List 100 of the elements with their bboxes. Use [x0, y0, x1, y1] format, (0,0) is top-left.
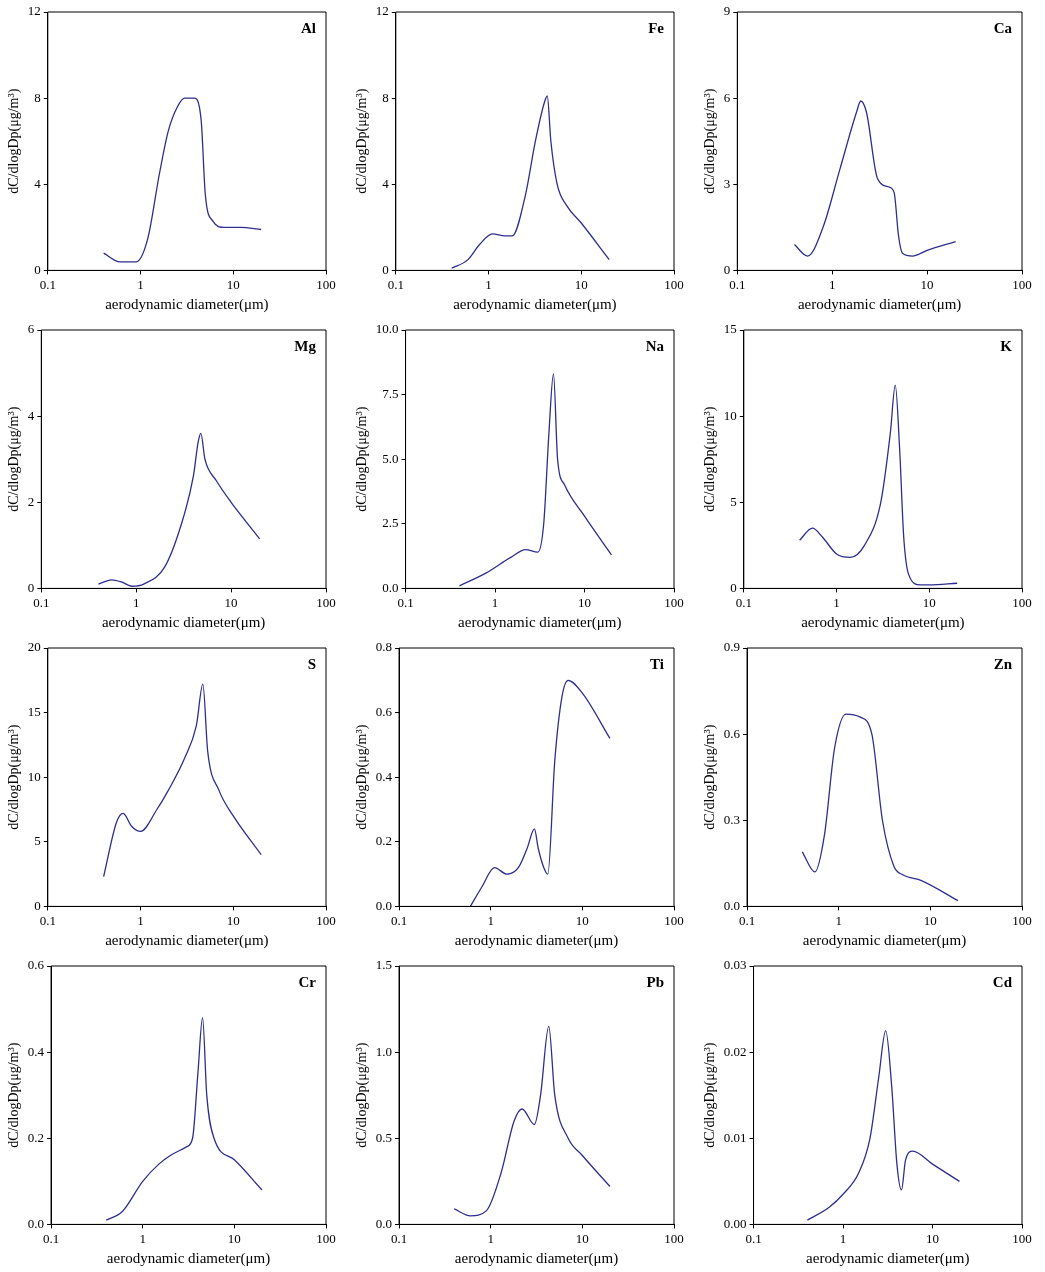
x-tick-label: 100 — [1012, 1230, 1032, 1246]
y-tick-label: 0.03 — [723, 957, 747, 973]
y-tick-label: 1.0 — [375, 1043, 393, 1059]
x-tick-label: 0.1 — [39, 276, 56, 292]
y-tick-label: 12 — [27, 3, 41, 19]
y-axis-title: dC/dlogDp(μg/m³) — [6, 88, 23, 194]
y-tick-label: 15 — [723, 321, 737, 337]
y-tick-label: 10 — [723, 407, 737, 423]
y-tick-label: 20 — [27, 639, 41, 655]
y-tick-label: 0.0 — [375, 897, 393, 913]
y-tick-label: 0.00 — [723, 1215, 747, 1231]
annotation: Pb — [646, 974, 664, 991]
x-tick-label: 100 — [316, 912, 336, 928]
y-tick-label: 0.4 — [375, 768, 393, 784]
annotation: Al — [301, 20, 316, 37]
x-axis-title: aerodynamic diameter(μm) — [458, 613, 622, 631]
y-tick-label: 10 — [27, 768, 41, 784]
y-tick-label: 0 — [27, 579, 35, 595]
x-axis-title: aerodynamic diameter(μm) — [101, 613, 266, 631]
x-tick-label: 1 — [485, 276, 492, 292]
y-axis-title: dC/dlogDp(μg/m³) — [6, 1042, 23, 1148]
y-tick-label: 0 — [723, 261, 731, 277]
y-axis-title: dC/dlogDp(μg/m³) — [702, 724, 719, 830]
x-tick-label: 0.1 — [390, 1230, 408, 1246]
x-tick-label: 10 — [578, 594, 592, 610]
y-axis-title: dC/dlogDp(μg/m³) — [354, 1042, 371, 1148]
x-tick-label: 10 — [923, 912, 937, 928]
y-axis-title: dC/dlogDp(μg/m³) — [702, 88, 719, 194]
x-tick-label: 1 — [833, 594, 840, 610]
x-tick-label: 1 — [487, 912, 494, 928]
y-tick-label: 6 — [27, 321, 35, 337]
y-tick-label: 4 — [27, 407, 35, 423]
x-tick-label: 1 — [137, 912, 144, 928]
y-tick-label: 0.2 — [375, 833, 393, 849]
x-tick-label: 100 — [664, 594, 684, 610]
x-tick-label: 0.1 — [390, 912, 408, 928]
y-tick-label: 1.5 — [375, 957, 393, 973]
y-axis-title: dC/dlogDp(μg/m³) — [702, 406, 719, 512]
y-tick-label: 0.9 — [723, 639, 741, 655]
x-tick-label: 10 — [227, 1230, 241, 1246]
y-tick-label: 15 — [27, 704, 41, 720]
x-tick-label: 0.1 — [39, 912, 56, 928]
annotation: Ca — [993, 20, 1013, 37]
y-tick-label: 0 — [34, 261, 41, 277]
y-tick-label: 0.0 — [382, 579, 399, 595]
y-tick-label: 0.5 — [375, 1129, 393, 1145]
annotation: Ti — [650, 656, 664, 673]
annotation: K — [1000, 338, 1013, 355]
y-tick-label: 0.6 — [375, 704, 393, 720]
annotation: Cr — [298, 974, 317, 991]
x-axis-title: aerodynamic diameter(μm) — [105, 295, 269, 313]
x-tick-label: 100 — [664, 912, 684, 928]
x-tick-label: 10 — [575, 912, 589, 928]
x-tick-label: 1 — [132, 594, 140, 610]
x-tick-label: 0.1 — [42, 1230, 60, 1246]
y-tick-label: 2.5 — [382, 515, 399, 531]
annotation: Zn — [993, 656, 1013, 673]
annotation: Cd — [992, 974, 1013, 991]
y-tick-label: 9 — [723, 3, 731, 19]
y-tick-label: 0.0 — [27, 1215, 45, 1231]
y-tick-label: 3 — [723, 175, 731, 191]
y-tick-label: 0.01 — [723, 1129, 747, 1145]
x-axis-title: aerodynamic diameter(μm) — [801, 613, 965, 631]
x-tick-label: 100 — [664, 276, 684, 292]
x-tick-label: 10 — [926, 1230, 940, 1246]
y-axis-title: dC/dlogDp(μg/m³) — [6, 406, 23, 512]
x-tick-label: 100 — [1012, 276, 1032, 292]
y-tick-label: 0 — [730, 579, 737, 595]
x-tick-label: 10 — [226, 276, 240, 292]
x-tick-label: 0.1 — [33, 594, 50, 610]
x-axis-title: aerodynamic diameter(μm) — [106, 1249, 271, 1267]
y-tick-label: 0 — [34, 897, 41, 913]
annotation: Mg — [294, 338, 317, 355]
x-tick-label: 100 — [1012, 594, 1032, 610]
x-tick-label: 100 — [316, 594, 336, 610]
y-tick-label: 4 — [382, 175, 390, 191]
x-tick-label: 1 — [487, 1230, 494, 1246]
y-tick-label: 0.2 — [27, 1129, 45, 1145]
x-tick-label: 0.1 — [745, 1230, 762, 1246]
y-tick-label: 0.02 — [723, 1043, 747, 1059]
y-tick-label: 6 — [723, 89, 731, 105]
x-axis-title: aerodynamic diameter(μm) — [797, 295, 962, 313]
x-axis-title: aerodynamic diameter(μm) — [453, 295, 617, 313]
x-tick-label: 1 — [839, 1230, 847, 1246]
x-tick-label: 10 — [922, 594, 936, 610]
x-tick-label: 10 — [224, 594, 238, 610]
x-axis-title: aerodynamic diameter(μm) — [802, 931, 967, 949]
x-tick-label: 100 — [316, 276, 336, 292]
x-tick-label: 10 — [575, 1230, 589, 1246]
x-tick-label: 100 — [1012, 912, 1032, 928]
x-axis-title: aerodynamic diameter(μm) — [454, 931, 619, 949]
x-axis-title: aerodynamic diameter(μm) — [454, 1249, 619, 1267]
x-axis-title: aerodynamic diameter(μm) — [105, 931, 269, 949]
x-tick-label: 10 — [920, 276, 934, 292]
x-tick-label: 1 — [137, 276, 144, 292]
annotation: Na — [645, 338, 665, 355]
y-tick-label: 2 — [27, 493, 35, 509]
y-axis-title: dC/dlogDp(μg/m³) — [354, 724, 371, 830]
y-tick-label: 12 — [375, 3, 389, 19]
y-axis-title: dC/dlogDp(μg/m³) — [354, 88, 371, 194]
